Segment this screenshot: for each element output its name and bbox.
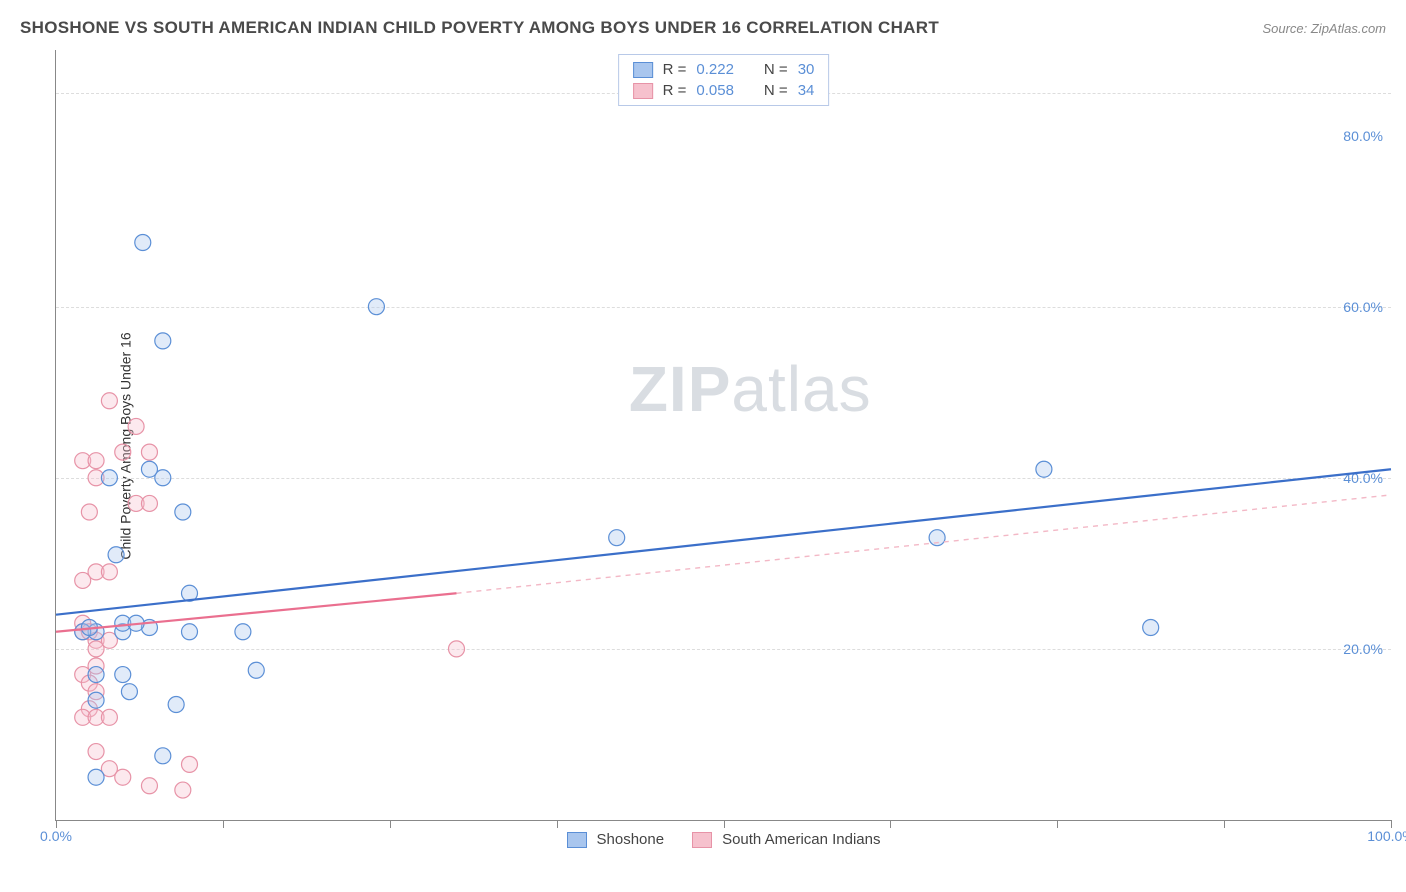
scatter-point <box>135 235 151 251</box>
legend-row: R = 0.222 N = 30 <box>633 61 815 78</box>
scatter-point <box>1036 461 1052 477</box>
legend-series-item: Shoshone <box>567 831 665 848</box>
scatter-point <box>108 547 124 563</box>
scatter-point <box>141 461 157 477</box>
scatter-point <box>609 530 625 546</box>
scatter-point <box>88 453 104 469</box>
trend-line <box>56 469 1391 614</box>
legend-n-label: N = <box>764 82 788 99</box>
scatter-point <box>141 495 157 511</box>
scatter-point <box>101 470 117 486</box>
legend-n-value: 30 <box>798 61 815 78</box>
scatter-point <box>182 756 198 772</box>
x-tick <box>1391 820 1392 828</box>
scatter-point <box>81 504 97 520</box>
scatter-point <box>121 684 137 700</box>
x-tick <box>223 820 224 828</box>
legend-series-item: South American Indians <box>692 831 880 848</box>
scatter-point <box>101 564 117 580</box>
x-tick-label: 0.0% <box>40 828 72 844</box>
legend-n-label: N = <box>764 61 788 78</box>
scatter-point <box>175 504 191 520</box>
scatter-point <box>155 748 171 764</box>
legend-n-value: 34 <box>798 82 815 99</box>
legend-r-label: R = <box>663 61 687 78</box>
scatter-point <box>182 624 198 640</box>
legend-r-value: 0.058 <box>696 82 734 99</box>
legend-swatch <box>567 832 587 848</box>
x-tick <box>890 820 891 828</box>
x-tick <box>56 820 57 828</box>
scatter-point <box>101 709 117 725</box>
legend-series-label: South American Indians <box>722 831 880 848</box>
scatter-point <box>128 418 144 434</box>
x-tick <box>1224 820 1225 828</box>
scatter-point <box>235 624 251 640</box>
x-tick <box>557 820 558 828</box>
legend-correlation: R = 0.222 N = 30 R = 0.058 N = 34 <box>618 54 830 106</box>
scatter-svg <box>56 50 1391 820</box>
scatter-point <box>248 662 264 678</box>
scatter-point <box>88 769 104 785</box>
scatter-point <box>1143 620 1159 636</box>
scatter-point <box>175 782 191 798</box>
x-tick <box>390 820 391 828</box>
legend-swatch <box>692 832 712 848</box>
legend-series: Shoshone South American Indians <box>567 831 881 848</box>
scatter-point <box>168 697 184 713</box>
legend-swatch <box>633 62 653 78</box>
x-tick <box>1057 820 1058 828</box>
scatter-point <box>88 692 104 708</box>
scatter-point <box>101 393 117 409</box>
scatter-point <box>368 299 384 315</box>
scatter-point <box>449 641 465 657</box>
scatter-point <box>115 667 131 683</box>
scatter-point <box>115 444 131 460</box>
scatter-point <box>141 778 157 794</box>
legend-r-value: 0.222 <box>696 61 734 78</box>
trend-line <box>56 593 457 632</box>
legend-swatch <box>633 83 653 99</box>
scatter-point <box>155 333 171 349</box>
legend-series-label: Shoshone <box>597 831 665 848</box>
scatter-point <box>141 444 157 460</box>
x-tick <box>724 820 725 828</box>
scatter-point <box>115 769 131 785</box>
scatter-point <box>75 572 91 588</box>
x-tick-label: 100.0% <box>1367 828 1406 844</box>
plot-area: ZIPatlas R =0.222N =30R =0.058N =34 Shos… <box>55 50 1391 821</box>
scatter-point <box>88 667 104 683</box>
legend-r-label: R = <box>663 82 687 99</box>
trend-line <box>457 495 1392 593</box>
legend-row: R = 0.058 N = 34 <box>633 82 815 99</box>
chart-title: SHOSHONE VS SOUTH AMERICAN INDIAN CHILD … <box>20 18 939 38</box>
chart-source: Source: ZipAtlas.com <box>1262 21 1386 36</box>
scatter-point <box>88 744 104 760</box>
